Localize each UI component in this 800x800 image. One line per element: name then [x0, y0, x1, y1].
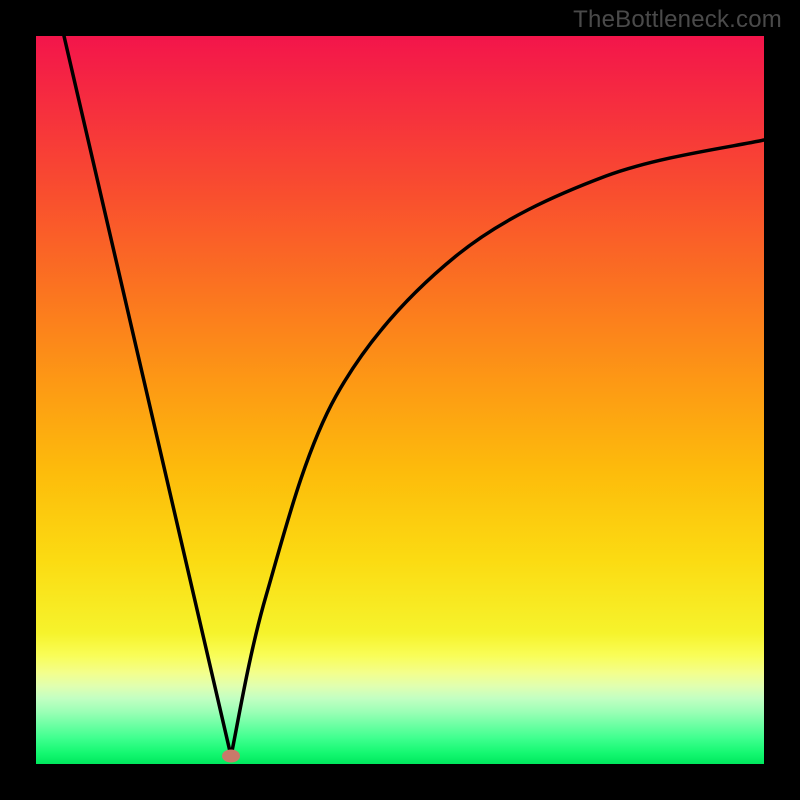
chart-frame: TheBottleneck.com	[0, 0, 800, 800]
minimum-marker	[222, 750, 240, 763]
bottleneck-curve	[0, 0, 800, 800]
curve-path	[64, 36, 764, 756]
watermark-text: TheBottleneck.com	[573, 6, 782, 34]
